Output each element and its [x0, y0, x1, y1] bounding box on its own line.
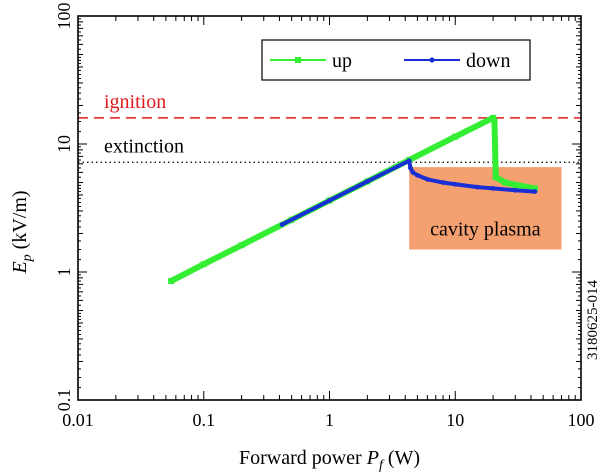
series-down-point [440, 180, 446, 185]
legend-marker-down [429, 57, 435, 63]
y-axis-label-unit: (kV/m) [9, 190, 31, 254]
x-axis-label-unit: (W) [383, 447, 420, 469]
y-tick-label: 0.1 [54, 389, 74, 412]
x-tick-label: 10 [446, 410, 464, 430]
x-tick-label: 0.01 [62, 410, 94, 430]
series-down-point [410, 169, 416, 175]
series-down-point [364, 179, 370, 184]
y-tick-label: 1 [54, 268, 74, 277]
legend-marker-up [295, 57, 301, 63]
series-down-point [279, 222, 285, 227]
legend-label-down: down [466, 50, 510, 72]
series-down-point [474, 184, 480, 190]
series-down-line [281, 158, 536, 227]
x-axis-label: Forward power Pf (W) [239, 447, 420, 473]
series-up-point [168, 278, 175, 285]
series-up-point [502, 179, 509, 186]
y-tick-labels: 0.1 1 10 100 [54, 3, 74, 412]
series-up-point [491, 118, 498, 125]
legend-label-up: up [332, 50, 352, 72]
y-tick-label: 100 [54, 3, 74, 30]
y-tick-label: 10 [54, 135, 74, 153]
cavity-plasma-label: cavity plasma [430, 218, 541, 240]
x-axis-label-var: P [366, 447, 379, 469]
figure-id-label: 3180625-014 [585, 280, 601, 360]
y-axis-label-sub: p [20, 254, 35, 262]
x-axis-label-sub: f [379, 458, 385, 473]
series-down-point [452, 181, 458, 187]
series-up-point [200, 261, 207, 268]
x-tick-label: 1 [325, 410, 334, 430]
legend: up down [261, 39, 531, 81]
series-up-point [531, 185, 538, 192]
series-down-point [424, 176, 430, 182]
series-up-point [512, 181, 519, 188]
series-down-point [532, 189, 538, 194]
series-down-point [414, 172, 420, 178]
series-up-point [452, 133, 459, 140]
series-down-point [327, 198, 332, 203]
x-axis-label-main: Forward power [239, 447, 367, 469]
series-layer [168, 114, 538, 285]
x-tick-label: 100 [568, 410, 595, 430]
x-tick-label: 0.1 [193, 410, 216, 430]
x-tick-labels: 0.01 0.1 1 10 100 [62, 410, 594, 430]
series-up-point [492, 174, 499, 181]
plot-frame [77, 15, 582, 401]
series-down-point [512, 187, 518, 193]
series-down-point [490, 185, 496, 191]
y-axis-label-var: E [9, 261, 31, 274]
series-down-point [408, 165, 413, 171]
y-axis-label: Ep (kV/m) [9, 190, 35, 274]
extinction-label: extinction [104, 135, 184, 157]
ignition-label: ignition [104, 91, 166, 113]
series-up-point [490, 114, 497, 121]
series-up-point [238, 242, 245, 249]
series-down-point [406, 158, 412, 164]
